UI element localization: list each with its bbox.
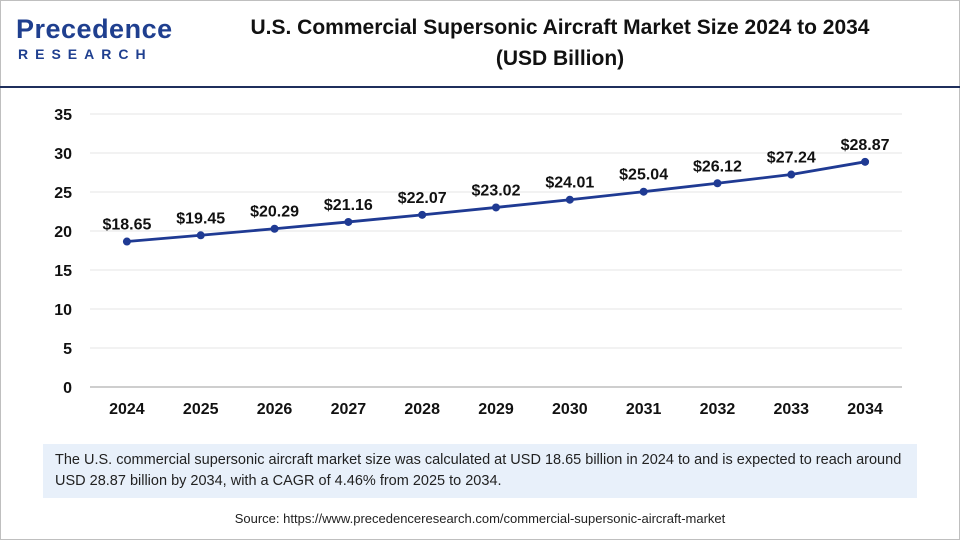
y-tick-label: 0 bbox=[63, 380, 72, 397]
y-tick-label: 5 bbox=[63, 341, 72, 358]
series-layer bbox=[122, 157, 870, 246]
series-line bbox=[126, 160, 866, 243]
y-tick-label: 15 bbox=[54, 263, 72, 280]
x-tick-label: 2028 bbox=[404, 401, 440, 418]
data-point bbox=[196, 231, 205, 240]
logo: Precedence RESEARCH bbox=[16, 14, 172, 66]
x-tick-label: 2026 bbox=[257, 401, 293, 418]
y-tick-label: 30 bbox=[54, 146, 72, 163]
x-tick-label: 2030 bbox=[552, 401, 588, 418]
x-tick-label: 2034 bbox=[847, 401, 883, 418]
data-point bbox=[344, 217, 353, 226]
chart-title: U.S. Commercial Supersonic Aircraft Mark… bbox=[190, 12, 930, 74]
data-point bbox=[861, 157, 870, 166]
data-point bbox=[639, 187, 648, 196]
x-tick-label: 2029 bbox=[478, 401, 514, 418]
logo-wordmark: Precedence bbox=[16, 14, 173, 44]
x-tick-label: 2032 bbox=[700, 401, 736, 418]
grid-layer bbox=[90, 113, 902, 349]
data-point bbox=[713, 179, 722, 188]
data-label: $28.87 bbox=[841, 137, 890, 154]
chart-title-line1: U.S. Commercial Supersonic Aircraft Mark… bbox=[250, 16, 870, 39]
data-label: $26.12 bbox=[693, 158, 742, 175]
data-label: $19.45 bbox=[176, 210, 225, 227]
x-tick-label: 2033 bbox=[773, 401, 809, 418]
x-tick-label: 2027 bbox=[331, 401, 367, 418]
data-point bbox=[787, 170, 796, 179]
x-tick-label: 2031 bbox=[626, 401, 662, 418]
data-label: $20.29 bbox=[250, 204, 299, 221]
data-label: $27.24 bbox=[767, 150, 816, 167]
data-label: $24.01 bbox=[545, 175, 594, 192]
x-tick-label: 2025 bbox=[183, 401, 219, 418]
y-tick-label: 10 bbox=[54, 302, 72, 319]
data-point bbox=[492, 203, 500, 212]
data-label-layer: $18.65 $19.45 $20.29 $21.16 $22.07 $23.02 $24.… bbox=[102, 137, 889, 234]
y-tick-label: 25 bbox=[54, 185, 72, 202]
data-label: $18.65 bbox=[102, 217, 151, 234]
data-label: $21.16 bbox=[324, 197, 373, 214]
footnote: The U.S. commercial supersonic aircraft … bbox=[43, 444, 917, 498]
chart-title-line2: (USD Billion) bbox=[495, 47, 625, 70]
data-point bbox=[270, 224, 279, 233]
data-label: $25.04 bbox=[619, 167, 668, 184]
y-tick-label: 20 bbox=[54, 224, 72, 241]
data-point bbox=[565, 195, 574, 204]
data-label: $23.02 bbox=[472, 182, 521, 199]
data-point bbox=[418, 210, 427, 219]
header: Precedence RESEARCH U.S. Commercial Supe… bbox=[0, 0, 960, 88]
source-text: Source: https://www.precedenceresearch.c… bbox=[234, 511, 726, 526]
data-label: $22.07 bbox=[398, 190, 447, 207]
logo-tagline: RESEARCH bbox=[18, 46, 153, 62]
data-point bbox=[122, 237, 131, 246]
y-tick-label: 35 bbox=[54, 107, 72, 124]
line-chart: 0 5 10 15 20 25 30 35 2024 2025 2026 2027 2028 2029 20… bbox=[0, 90, 960, 430]
x-tick-label: 2024 bbox=[109, 401, 145, 418]
